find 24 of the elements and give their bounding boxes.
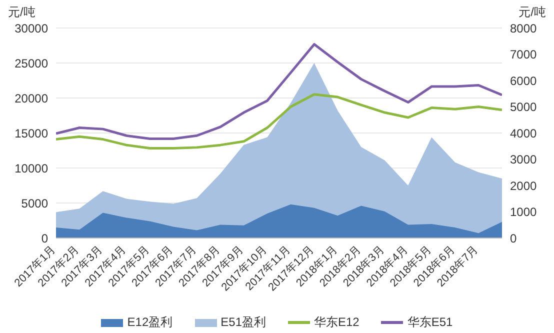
legend-label: 华东E51 — [407, 314, 453, 331]
y-tick-label: 10000 — [14, 161, 48, 176]
legend-label: E12盈利 — [127, 314, 173, 331]
y2-tick-label: 8000 — [510, 21, 538, 36]
y-tick-label: 20000 — [14, 91, 48, 106]
y2-tick-label: 4000 — [510, 126, 538, 140]
y-tick-label: 30000 — [14, 21, 48, 36]
y2-tick-label: 1000 — [510, 205, 538, 220]
y-tick-label: 15000 — [14, 126, 48, 140]
y2-tick-label: 6000 — [510, 74, 538, 88]
y-axis-title: 元/吨 — [8, 4, 36, 21]
y2-axis-title: 元/吨 — [518, 4, 546, 21]
y2-tick-label: 5000 — [510, 100, 538, 114]
y2-tick-label: 7000 — [510, 48, 538, 62]
y-tick-label: 0 — [41, 231, 48, 246]
y2-tick-label: 2000 — [510, 178, 538, 193]
y2-tick-label: 3000 — [510, 152, 538, 167]
y-tick-label: 5000 — [21, 196, 48, 210]
line-series — [56, 43, 502, 140]
legend-label: E51盈利 — [220, 314, 266, 331]
line-series — [56, 93, 502, 150]
y2-tick-label: 0 — [510, 231, 517, 246]
y-tick-label: 25000 — [14, 56, 48, 70]
legend-label: 华东E12 — [314, 314, 360, 331]
